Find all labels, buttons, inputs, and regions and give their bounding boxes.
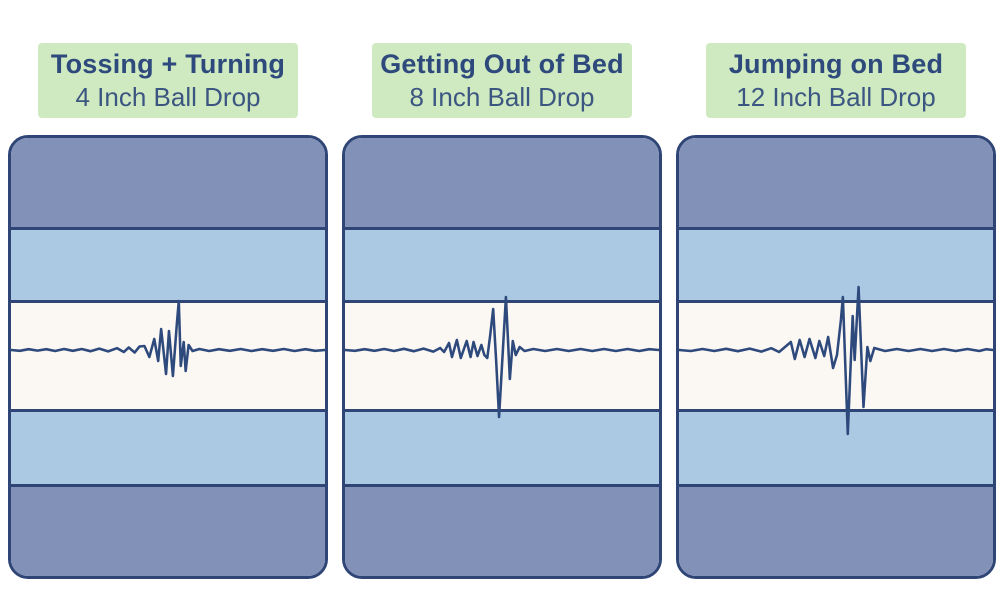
mattress-core-layer [345,303,659,409]
layer-divider [11,484,325,487]
test-title: Tossing + Turning [50,49,286,79]
test-column-jumping-on-bed: Jumping on Bed 12 Inch Ball Drop [676,43,996,579]
test-subtitle: 4 Inch Ball Drop [75,82,261,112]
mattress-diagram-1 [8,135,328,579]
mattress-diagram-2 [342,135,662,579]
test-column-getting-out-of-bed: Getting Out of Bed 8 Inch Ball Drop [342,43,662,579]
test-subtitle: 12 Inch Ball Drop [736,82,936,112]
layer-divider [345,484,659,487]
test-label-getting-out-of-bed: Getting Out of Bed 8 Inch Ball Drop [372,43,632,118]
layer-divider [679,484,993,487]
layer-divider [11,409,325,412]
layer-divider [679,227,993,230]
layer-divider [11,227,325,230]
test-title: Getting Out of Bed [380,49,624,79]
test-title: Jumping on Bed [728,49,944,79]
ball-drop-test-figure: Tossing + Turning 4 Inch Ball Drop Getti… [8,43,996,579]
layer-divider [345,227,659,230]
test-label-jumping-on-bed: Jumping on Bed 12 Inch Ball Drop [706,43,966,118]
mattress-lower-middle-layer [679,412,993,484]
test-subtitle: 8 Inch Ball Drop [409,82,595,112]
mattress-bottom-layer [679,487,993,576]
mattress-upper-middle-layer [11,230,325,300]
mattress-lower-middle-layer [11,412,325,484]
mattress-bottom-layer [345,487,659,576]
mattress-lower-middle-layer [345,412,659,484]
mattress-bottom-layer [11,487,325,576]
test-label-tossing-turning: Tossing + Turning 4 Inch Ball Drop [38,43,298,118]
mattress-core-layer [11,303,325,409]
test-column-tossing-turning: Tossing + Turning 4 Inch Ball Drop [8,43,328,579]
mattress-top-layer [11,138,325,227]
mattress-upper-middle-layer [345,230,659,300]
mattress-top-layer [679,138,993,227]
mattress-upper-middle-layer [679,230,993,300]
mattress-top-layer [345,138,659,227]
mattress-diagram-3 [676,135,996,579]
mattress-core-layer [679,303,993,409]
